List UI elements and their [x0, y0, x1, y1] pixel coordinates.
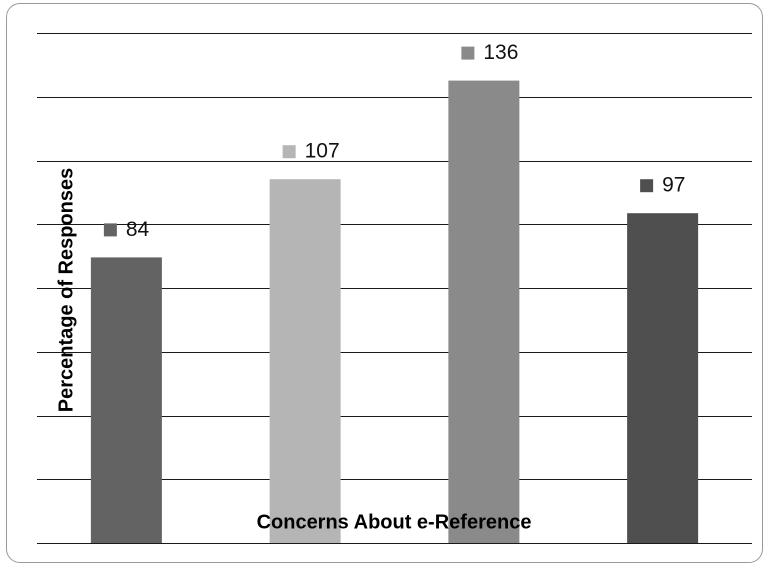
data-label-marker	[103, 223, 117, 237]
data-label-marker	[461, 46, 475, 60]
data-label: 97	[662, 174, 685, 197]
bar	[90, 257, 162, 543]
data-label: 84	[126, 218, 150, 241]
bar	[627, 213, 699, 543]
data-label-marker	[640, 179, 654, 193]
bars	[90, 80, 699, 543]
data-label: 136	[483, 41, 518, 64]
bar	[448, 80, 520, 543]
data-label: 107	[305, 140, 340, 163]
bar	[269, 179, 341, 543]
x-axis-title: Concerns About e-Reference	[257, 511, 532, 533]
data-labels: 84 107 136 97	[103, 41, 685, 241]
y-axis-title: Percentage of Responses	[55, 168, 77, 413]
data-label-marker	[282, 145, 296, 159]
